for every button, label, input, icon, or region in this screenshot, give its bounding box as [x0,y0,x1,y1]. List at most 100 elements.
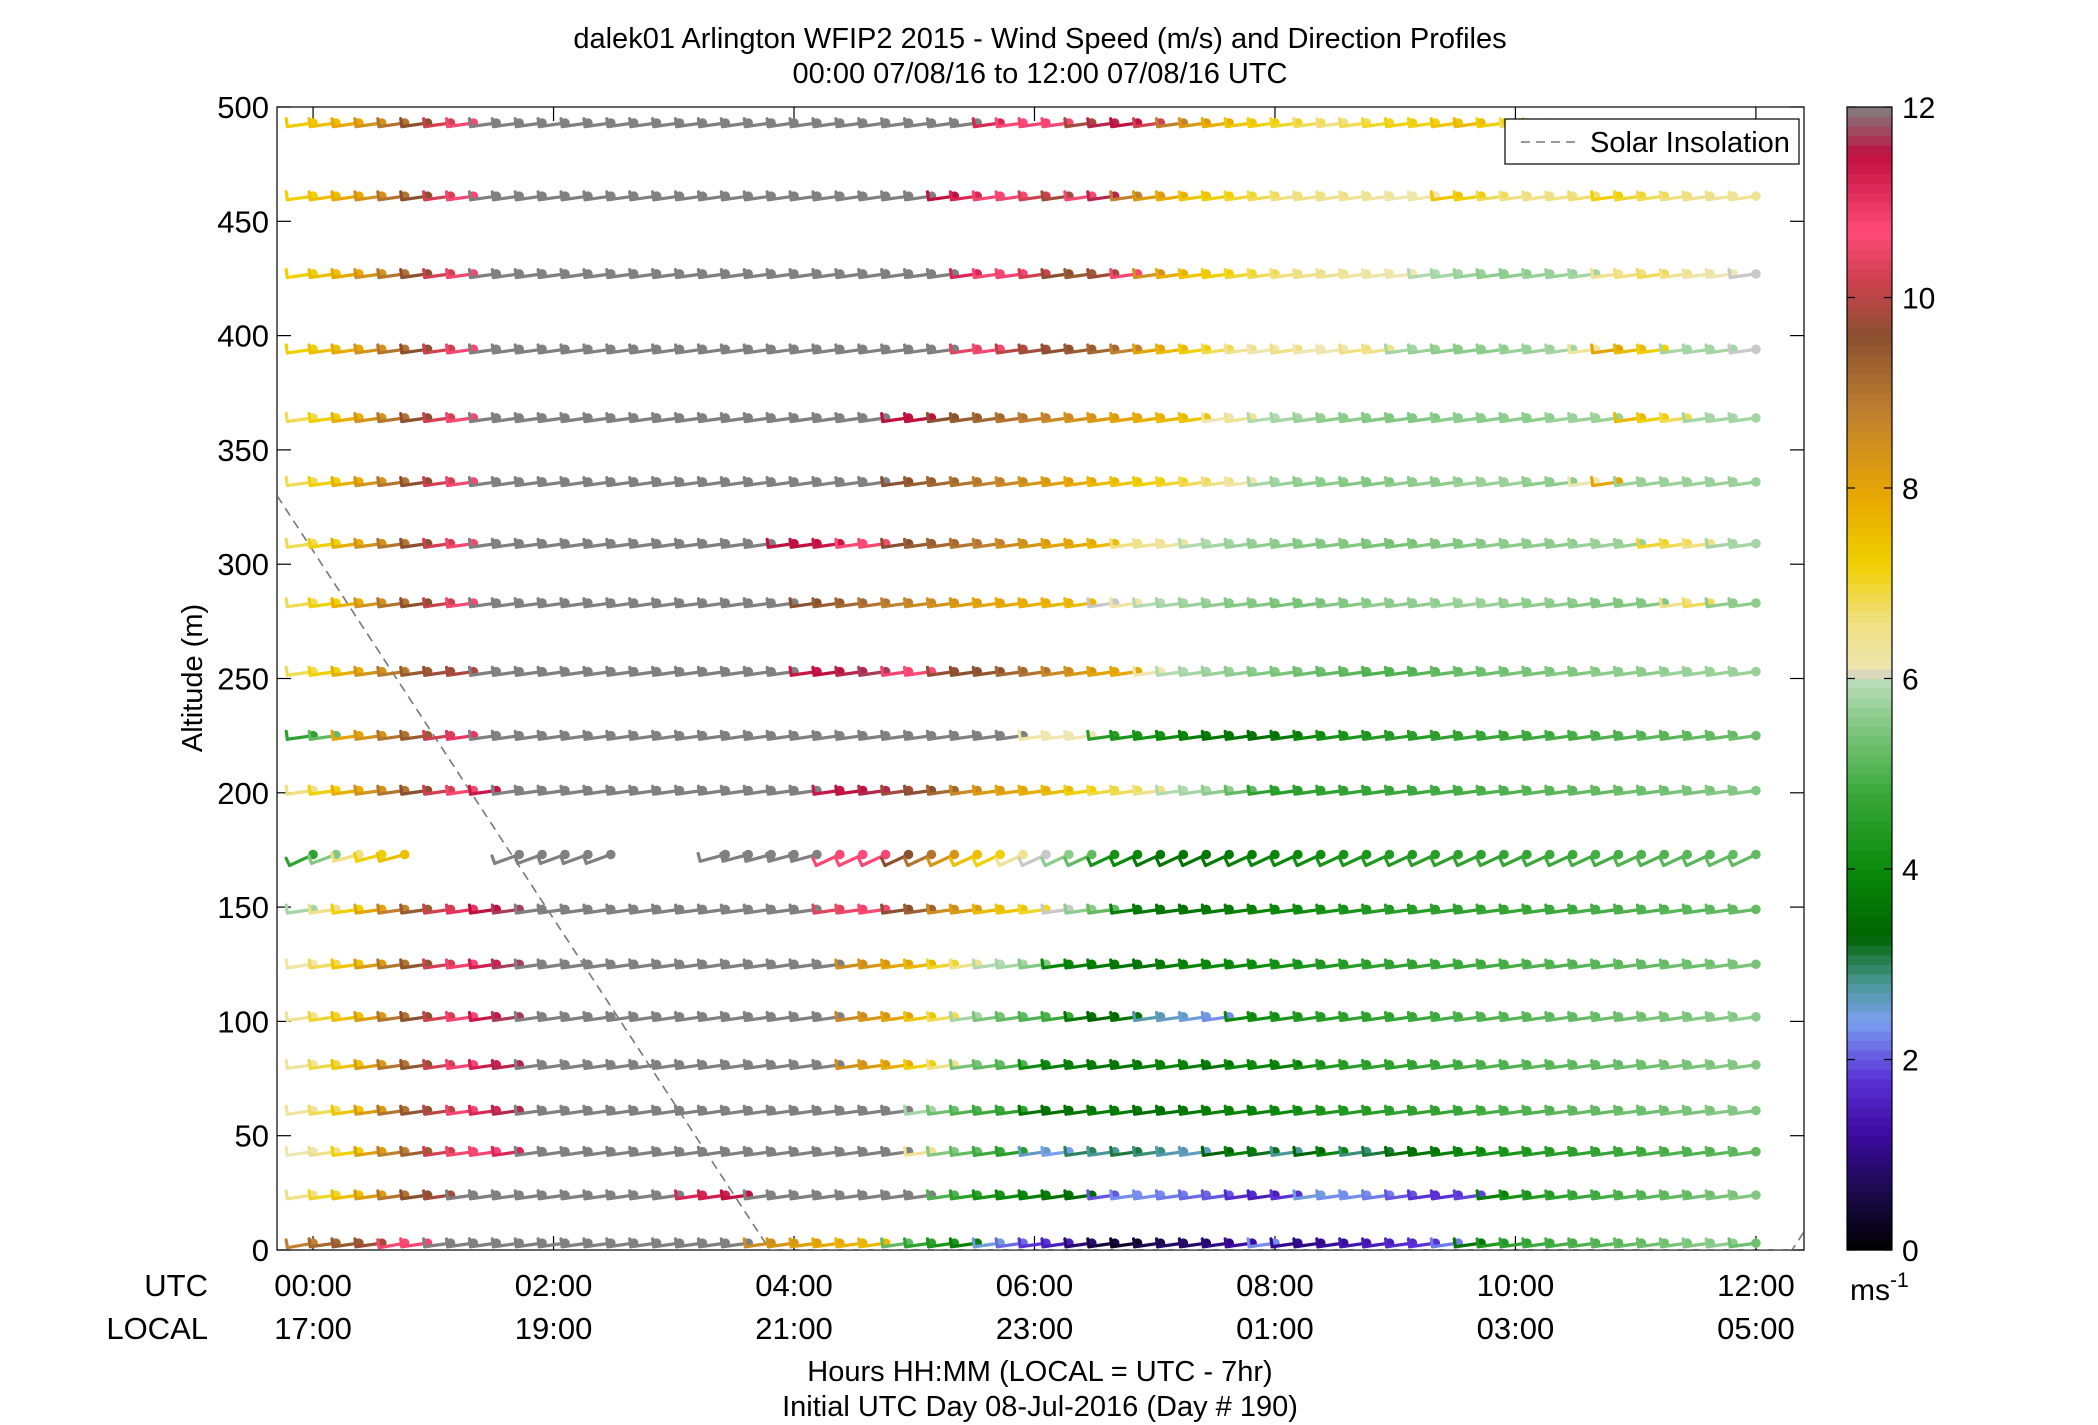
barb-feather [330,665,335,677]
barb-feather [1177,343,1183,355]
x-tick-label-utc-8: 08:00 [1236,1268,1314,1303]
barb-feather [1681,343,1686,355]
barb-feather [513,343,518,355]
barb-feather [651,903,656,915]
barb-feather [1635,784,1641,796]
barb-feather [307,267,312,280]
wind-barb [1544,849,1578,868]
barb-feather [880,411,885,424]
barb-feather [1338,476,1343,488]
wind-barb [1727,1058,1761,1071]
barb-feather [1086,856,1093,868]
plot-frame [276,106,1805,1251]
barb-feather [330,1189,335,1201]
barb-feather [330,784,335,796]
barb-feather [1315,729,1320,741]
barb-feather [811,784,816,796]
barb-feather [765,537,770,549]
barb-feather [1635,411,1641,424]
barb-dot [1751,959,1761,970]
barb-feather [467,117,473,129]
barb-feather [994,537,999,549]
barb-dot [399,849,410,860]
barb-feather [1063,1237,1068,1249]
barb-feather [444,1010,450,1023]
barb-feather [628,784,633,796]
barb-feather [811,1058,816,1071]
barb-feather [1063,1104,1068,1116]
barb-feather [1154,784,1160,796]
barb-feather [1269,665,1274,677]
barb-feather [742,597,747,609]
barb-feather [696,851,702,863]
barb-feather [1223,597,1228,609]
barb-feather [422,1104,427,1116]
barb-feather [1521,665,1526,677]
barb-feather [284,1189,289,1201]
barb-feather [811,729,816,741]
barb-feather [513,665,518,677]
barb-feather [1109,1104,1114,1116]
barb-feather [467,411,473,424]
barb-feather [834,665,839,677]
barb-feather [490,1010,496,1023]
barb-feather [1154,665,1160,677]
barb-feather [719,903,725,915]
barb-feather [513,1237,518,1249]
barb-feather [1292,411,1297,424]
barb-feather [1406,729,1412,741]
barb-dot [972,849,983,860]
barb-feather [1383,343,1389,355]
wind-barb [1727,1145,1761,1157]
barb-feather [1681,411,1686,424]
barb-feather [444,117,450,129]
barb-feather [536,729,541,741]
barb-feather [1544,343,1549,355]
wind-barb [1498,849,1532,868]
barb-feather [1475,784,1480,796]
barb-feather [1177,1237,1183,1249]
barb-feather [1681,1010,1686,1023]
barb-feather [628,267,633,280]
barb-feather [1131,190,1137,202]
wind-barb [971,849,1005,868]
barb-feather [1177,537,1183,549]
barb-feather [1338,1189,1343,1201]
barb-feather [307,476,312,488]
barb-feather [1429,665,1435,677]
barb-feather [605,190,610,202]
barb-feather [559,1145,564,1157]
barb-feather [1383,856,1391,868]
barb-feather [1109,411,1114,424]
barb-feather [1361,958,1366,970]
barb-feather [1658,1104,1664,1116]
barb-feather [994,958,999,970]
barb-feather [1040,267,1045,280]
barb-feather [1063,190,1068,202]
barb-feather [902,903,908,915]
barb-feather [834,856,841,868]
barb-feather [1704,729,1709,741]
barb-feather [1704,903,1709,915]
barb-feather [1429,476,1435,488]
wind-barb [1727,1237,1761,1249]
barb-feather [1452,267,1457,280]
barb-dot [1315,849,1326,860]
barb-feather [628,1189,633,1201]
barb-feather [1017,1104,1022,1116]
barb-feather [582,1237,587,1249]
wind-barb [1521,849,1555,868]
barb-feather [353,903,358,915]
barb-dot [1361,849,1372,860]
barb-feather [1498,1237,1503,1249]
barb-feather [605,958,610,970]
barb-feather [948,665,954,677]
barb-feather [1383,1189,1389,1201]
barb-feather [1246,1237,1251,1249]
barb-feather [1590,597,1595,609]
barb-feather [696,597,702,609]
barb-feather [1590,1189,1595,1201]
barb-feather [513,411,518,424]
barb-feather [1223,784,1228,796]
barb-feather [1498,411,1503,424]
